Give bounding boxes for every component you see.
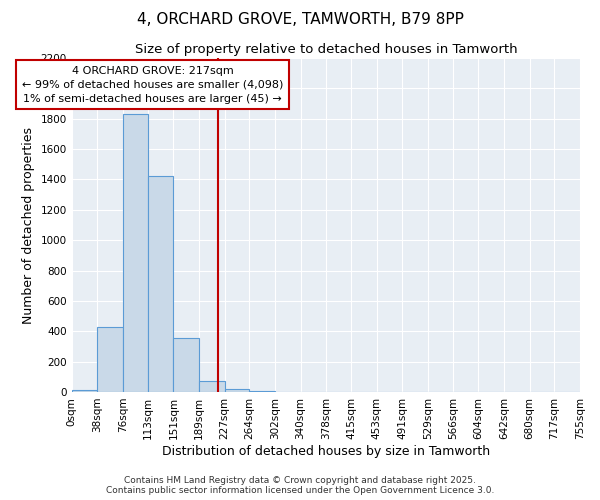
Y-axis label: Number of detached properties: Number of detached properties [22,126,35,324]
Title: Size of property relative to detached houses in Tamworth: Size of property relative to detached ho… [134,42,517,56]
Text: Contains HM Land Registry data © Crown copyright and database right 2025.
Contai: Contains HM Land Registry data © Crown c… [106,476,494,495]
Text: 4, ORCHARD GROVE, TAMWORTH, B79 8PP: 4, ORCHARD GROVE, TAMWORTH, B79 8PP [137,12,463,28]
Bar [224,388,250,392]
Bar [97,326,123,392]
Bar [123,114,148,392]
Bar [173,338,199,392]
X-axis label: Distribution of detached houses by size in Tamworth: Distribution of detached houses by size … [162,444,490,458]
Text: 4 ORCHARD GROVE: 217sqm
← 99% of detached houses are smaller (4,098)
1% of semi-: 4 ORCHARD GROVE: 217sqm ← 99% of detache… [22,66,283,104]
Bar [199,380,224,392]
Bar [72,390,97,392]
Bar [148,176,173,392]
Bar [250,391,275,392]
